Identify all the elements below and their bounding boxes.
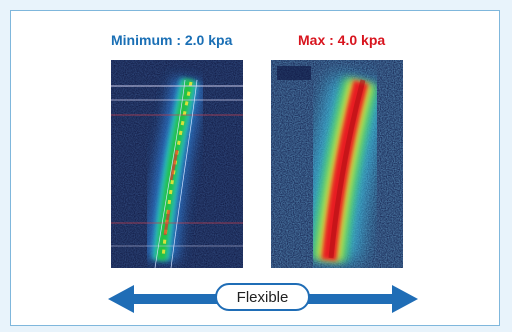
flexible-label: Flexible (215, 283, 310, 311)
minimum-pressure-label: Minimum : 2.0 kpa (111, 32, 233, 48)
minimum-pressure-map (111, 60, 243, 268)
flexibility-arrow: Flexible (108, 281, 418, 317)
max-pressure-label: Max : 4.0 kpa (298, 32, 386, 48)
max-pressure-map (271, 60, 403, 268)
figure-frame (10, 10, 500, 326)
